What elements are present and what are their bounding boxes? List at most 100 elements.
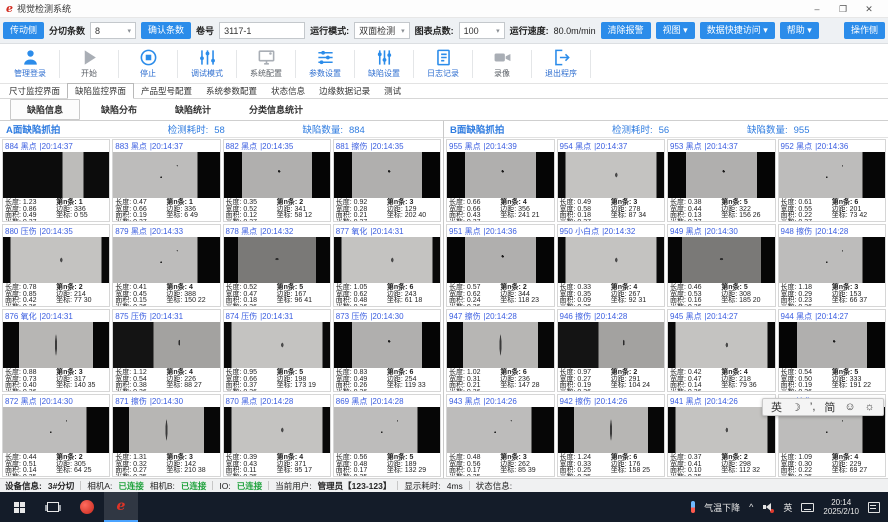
defect-image[interactable] bbox=[557, 237, 664, 283]
defect-image[interactable] bbox=[447, 322, 554, 368]
defect-card[interactable]: 942 擦伤20:14:26 长度: 1.24 宽度: 0.33 面积: 0.2… bbox=[556, 394, 665, 477]
defect-image[interactable] bbox=[333, 322, 440, 368]
run-mode-select[interactable]: 双面检测 ▾ bbox=[354, 22, 410, 39]
defect-image[interactable] bbox=[778, 152, 885, 198]
defect-image[interactable] bbox=[668, 152, 775, 198]
pinned-app-button[interactable] bbox=[70, 492, 104, 522]
defect-card[interactable]: 873 压伤20:14:30 长度: 0.83 宽度: 0.49 面积: 0.2… bbox=[332, 309, 441, 392]
defect-image[interactable] bbox=[113, 322, 220, 368]
action-button[interactable]: 开始 bbox=[61, 48, 117, 79]
close-button[interactable]: ✕ bbox=[865, 3, 873, 14]
weather-text[interactable]: 气温下降 bbox=[704, 502, 741, 513]
defect-card[interactable]: 950 小白点20:14:32 长度: 0.33 宽度: 0.35 面积: 0.… bbox=[556, 224, 665, 307]
defect-image[interactable] bbox=[557, 152, 664, 198]
chart-points-select[interactable]: 100 ▾ bbox=[458, 22, 505, 39]
ime-fullwidth-moon[interactable]: ☽ bbox=[791, 401, 801, 414]
clear-alarm-button[interactable]: 清除报警 bbox=[600, 22, 651, 39]
defect-card[interactable]: 881 擦伤20:14:35 长度: 0.92 宽度: 0.28 面积: 0.2… bbox=[332, 139, 441, 222]
defect-image[interactable] bbox=[333, 407, 440, 453]
defect-image[interactable] bbox=[113, 407, 220, 453]
keyboard-icon[interactable] bbox=[801, 502, 815, 512]
action-button[interactable]: 系统配置 bbox=[238, 48, 294, 79]
task-view-button[interactable] bbox=[36, 492, 70, 522]
defect-image[interactable] bbox=[557, 407, 664, 453]
defect-card[interactable]: 876 氧化20:14:31 长度: 0.88 宽度: 0.73 面积: 0.4… bbox=[2, 309, 111, 392]
ime-language-toggle[interactable]: 英 bbox=[771, 402, 782, 414]
defect-card[interactable]: 875 压伤20:14:31 长度: 1.12 宽度: 0.54 面积: 0.3… bbox=[112, 309, 221, 392]
defect-image[interactable] bbox=[668, 407, 775, 453]
action-button[interactable]: 退出程序 bbox=[533, 48, 589, 79]
view-menu-button[interactable]: 视图 ▾ bbox=[655, 22, 695, 39]
inspection-app-button[interactable]: e bbox=[104, 492, 138, 522]
ime-settings[interactable]: ☼ bbox=[864, 401, 875, 413]
defect-card[interactable]: 869 黑点20:14:28 长度: 0.56 宽度: 0.48 面积: 0.1… bbox=[332, 394, 441, 477]
main-tab[interactable]: 尺寸监控界面 bbox=[9, 86, 61, 96]
roll-number-input[interactable] bbox=[219, 22, 306, 39]
action-button[interactable]: 日志记录 bbox=[415, 48, 471, 79]
ime-emoji[interactable]: ☺ bbox=[844, 401, 856, 413]
defect-card[interactable]: 953 黑点20:14:37 长度: 0.38 宽度: 0.44 面积: 0.1… bbox=[667, 139, 776, 222]
defect-image[interactable] bbox=[668, 237, 775, 283]
defect-image[interactable] bbox=[3, 237, 110, 283]
defect-image[interactable] bbox=[223, 237, 330, 283]
defect-image[interactable] bbox=[333, 237, 440, 283]
defect-image[interactable] bbox=[3, 322, 110, 368]
help-menu-button[interactable]: 帮助 ▾ bbox=[779, 22, 819, 39]
action-button[interactable]: 管理登录 bbox=[2, 48, 58, 79]
main-tab[interactable]: 系统参数配置 bbox=[206, 86, 258, 96]
main-tab[interactable]: 产品型号配置 bbox=[141, 86, 193, 96]
sub-tab[interactable]: 缺陷统计 bbox=[175, 105, 212, 115]
defect-card[interactable]: 872 黑点20:14:30 长度: 0.44 宽度: 0.51 面积: 0.1… bbox=[2, 394, 111, 477]
action-button[interactable]: 参数设置 bbox=[297, 48, 353, 79]
defect-image[interactable] bbox=[113, 152, 220, 198]
maximize-button[interactable]: ❐ bbox=[838, 3, 848, 14]
clock[interactable]: 20:14 2025/2/10 bbox=[823, 498, 859, 516]
defect-image[interactable] bbox=[668, 322, 775, 368]
action-button[interactable]: 停止 bbox=[120, 48, 176, 79]
defect-image[interactable] bbox=[223, 407, 330, 453]
defect-card[interactable]: 947 擦伤20:14:28 长度: 1.02 宽度: 0.31 面积: 0.2… bbox=[446, 309, 555, 392]
defect-image[interactable] bbox=[447, 237, 554, 283]
sub-tab[interactable]: 缺陷信息 bbox=[10, 99, 81, 120]
speaker-icon[interactable] bbox=[762, 501, 775, 513]
windows-start-button[interactable] bbox=[2, 492, 36, 522]
defect-card[interactable]: 884 黑点20:14:37 长度: 1.23 宽度: 0.86 面积: 0.4… bbox=[2, 139, 111, 222]
defect-image[interactable] bbox=[557, 322, 664, 368]
defect-card[interactable]: 883 黑点20:14:37 长度: 0.47 宽度: 0.66 面积: 0.1… bbox=[112, 139, 221, 222]
defect-card[interactable]: 879 黑点20:14:33 长度: 0.41 宽度: 0.45 面积: 0.1… bbox=[112, 224, 221, 307]
defect-image[interactable] bbox=[223, 152, 330, 198]
ime-simplified[interactable]: 简 bbox=[824, 402, 836, 414]
defect-image[interactable] bbox=[447, 152, 554, 198]
minimize-button[interactable]: – bbox=[814, 3, 820, 14]
confirm-count-button[interactable]: 确认条数 bbox=[141, 22, 192, 39]
defect-image[interactable] bbox=[333, 152, 440, 198]
defect-card[interactable]: 870 黑点20:14:28 长度: 0.39 宽度: 0.43 面积: 0.1… bbox=[222, 394, 331, 477]
defect-card[interactable]: 878 黑点20:14:32 长度: 0.52 宽度: 0.47 面积: 0.1… bbox=[222, 224, 331, 307]
defect-card[interactable]: 948 擦伤20:14:28 长度: 1.18 宽度: 0.29 面积: 0.2… bbox=[777, 224, 886, 307]
defect-card[interactable]: 951 黑点20:14:36 长度: 0.57 宽度: 0.62 面积: 0.2… bbox=[446, 224, 555, 307]
defect-card[interactable]: 945 黑点20:14:27 长度: 0.42 宽度: 0.47 面积: 0.1… bbox=[667, 309, 776, 392]
defect-image[interactable] bbox=[223, 322, 330, 368]
language-indicator[interactable]: 英 bbox=[783, 502, 793, 513]
defect-image[interactable] bbox=[3, 152, 110, 198]
defect-image[interactable] bbox=[3, 407, 110, 453]
sub-tab[interactable]: 分类信息统计 bbox=[249, 105, 304, 115]
notification-icon[interactable] bbox=[868, 501, 880, 513]
defect-card[interactable]: 946 擦伤20:14:28 长度: 0.97 宽度: 0.27 面积: 0.1… bbox=[556, 309, 665, 392]
main-tab[interactable]: 测试 bbox=[384, 86, 402, 96]
slit-count-select[interactable]: 8 ▾ bbox=[90, 22, 137, 39]
defect-image[interactable] bbox=[447, 407, 554, 453]
defect-image[interactable] bbox=[778, 237, 885, 283]
defect-card[interactable]: 877 氧化20:14:31 长度: 1.05 宽度: 0.62 面积: 0.4… bbox=[332, 224, 441, 307]
ime-punctuation[interactable]: ’, bbox=[809, 401, 816, 413]
defect-card[interactable]: 949 黑点20:14:30 长度: 0.46 宽度: 0.53 面积: 0.1… bbox=[667, 224, 776, 307]
tray-expand-icon[interactable]: ^ bbox=[749, 502, 754, 512]
defect-image[interactable] bbox=[113, 237, 220, 283]
main-tab[interactable]: 缺陷监控界面 bbox=[67, 83, 135, 99]
defect-card[interactable]: 871 擦伤20:14:30 长度: 1.31 宽度: 0.32 面积: 0.2… bbox=[112, 394, 221, 477]
data-access-menu-button[interactable]: 数据快捷访问 ▾ bbox=[699, 22, 775, 39]
sub-tab[interactable]: 缺陷分布 bbox=[101, 105, 138, 115]
defect-card[interactable]: 880 压伤20:14:35 长度: 0.78 宽度: 0.85 面积: 0.4… bbox=[2, 224, 111, 307]
action-button[interactable]: 录像 bbox=[474, 48, 530, 79]
defect-card[interactable]: 952 黑点20:14:36 长度: 0.61 宽度: 0.55 面积: 0.2… bbox=[777, 139, 886, 222]
